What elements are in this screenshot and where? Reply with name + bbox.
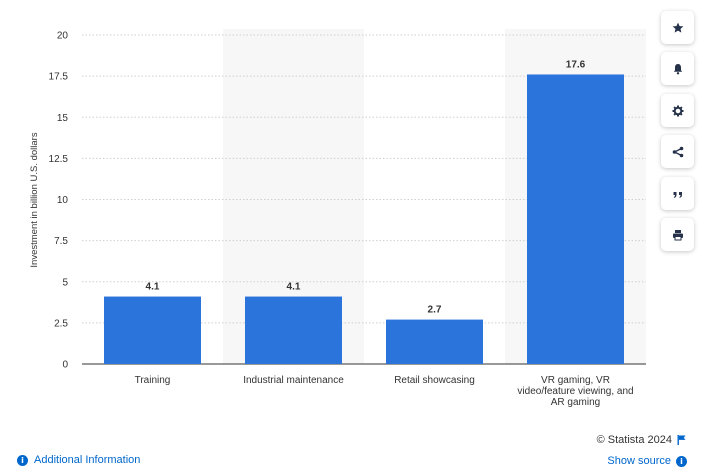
notification-button[interactable] — [661, 52, 694, 85]
flag-icon — [677, 435, 686, 445]
y-tick-label: 20 — [57, 31, 69, 42]
share-icon — [672, 146, 683, 157]
x-category-label: Training — [135, 375, 171, 386]
x-category-label: Retail showcasing — [394, 375, 475, 386]
bar[interactable] — [527, 74, 624, 364]
x-category-label: Industrial maintenance — [243, 375, 344, 386]
y-axis-label: Investment in billion U.S. dollars — [29, 132, 40, 267]
x-category-label: VR gaming, VR — [541, 375, 610, 386]
copyright-credit[interactable]: © Statista 2024 — [597, 434, 686, 446]
credit-text: © Statista 2024 — [596, 434, 672, 446]
x-category-label: video/feature viewing, and — [517, 386, 633, 397]
y-tick-label: 10 — [57, 195, 69, 206]
printer-icon — [672, 229, 683, 240]
data-label: 2.7 — [428, 305, 442, 316]
y-tick-label: 12.5 — [49, 154, 69, 165]
y-tick-label: 2.5 — [54, 318, 68, 329]
x-category-label: AR gaming — [551, 397, 600, 408]
bar[interactable] — [386, 319, 483, 364]
star-icon — [672, 22, 683, 33]
bar[interactable] — [245, 296, 342, 364]
data-label: 4.1 — [287, 282, 301, 293]
show-source-link[interactable]: Show source i — [607, 455, 687, 467]
favorite-button[interactable] — [661, 11, 694, 44]
share-button[interactable] — [661, 135, 694, 168]
bar-chart: 4.1 4.1 2.7 17.6 0 2.5 5 7.5 10 12.5 15 17.5 20 Tra… — [29, 29, 646, 408]
y-tick-label: 5 — [62, 277, 68, 288]
y-tick-label: 7.5 — [54, 236, 68, 247]
y-tick-label: 17.5 — [49, 72, 69, 83]
data-label: 17.6 — [566, 59, 586, 70]
bar[interactable] — [104, 296, 201, 364]
info-icon: i — [17, 454, 28, 466]
additional-information-link[interactable]: i Additional Information — [17, 454, 140, 466]
additional-information-label: Additional Information — [34, 454, 141, 466]
data-label: 4.1 — [146, 282, 160, 293]
show-source-label: Show source — [607, 455, 671, 467]
bell-icon — [673, 63, 682, 74]
info-icon: i — [676, 455, 687, 467]
gear-icon — [672, 105, 683, 116]
cite-button[interactable] — [661, 177, 694, 210]
y-tick-label: 0 — [62, 360, 68, 371]
y-tick-label: 15 — [57, 113, 69, 124]
quote-icon — [673, 191, 682, 198]
settings-button[interactable] — [661, 94, 694, 127]
print-button[interactable] — [661, 218, 694, 251]
